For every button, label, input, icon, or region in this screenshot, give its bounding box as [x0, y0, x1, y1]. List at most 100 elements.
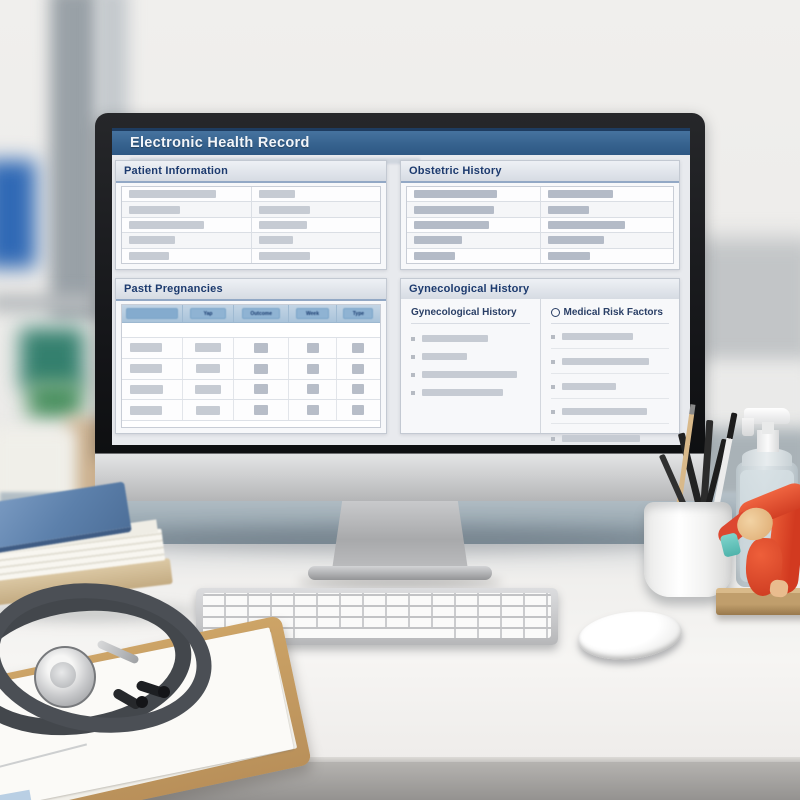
column-header-chip: Yap: [190, 308, 226, 319]
pregnancy-cell: [122, 358, 183, 379]
redacted-value: [547, 251, 591, 260]
redacted-value: [130, 384, 164, 394]
redacted-value: [306, 405, 319, 416]
redacted-value: [258, 236, 293, 245]
gyn-item-list: [411, 335, 530, 396]
redacted-value: [130, 364, 163, 374]
stethoscope-eartip: [158, 686, 170, 698]
table-body: [122, 338, 380, 421]
stethoscope-eartip: [136, 696, 148, 708]
redacted-value: [547, 205, 589, 214]
record-row: [122, 217, 381, 234]
pregnancy-cell: [183, 379, 235, 400]
record-row: [407, 187, 673, 203]
redacted-value: [129, 236, 176, 245]
book-stack-shadow: [0, 605, 200, 621]
redacted-value: [561, 435, 640, 442]
record-cell: [122, 202, 252, 217]
column-header-chip: [125, 308, 179, 319]
redacted-value: [258, 251, 310, 260]
pregnancy-cell: [234, 400, 290, 420]
redacted-value: [414, 190, 497, 199]
list-item: [411, 353, 530, 360]
column-header: Yap: [183, 305, 235, 322]
pregnancy-row: [122, 338, 380, 359]
pregnancy-cell: [234, 358, 290, 379]
redacted-value: [195, 343, 221, 353]
panel-past-pregnancies: Pastt Pregnancies Yap Outcome Week Type: [115, 278, 387, 434]
record-cell: [252, 233, 381, 247]
record-cell: [541, 249, 674, 263]
monitor-stand-neck: [331, 498, 469, 574]
bullet-icon: [550, 359, 555, 364]
redacted-value: [254, 342, 269, 353]
panel-header: Patient Information: [116, 161, 386, 183]
spacebar-key: [306, 629, 446, 638]
redacted-value: [258, 221, 308, 230]
record-cell: [252, 218, 381, 232]
pregnancy-cell: [337, 338, 380, 358]
record-cell: [541, 202, 674, 216]
bullet-icon: [550, 384, 555, 389]
redacted-value: [561, 408, 647, 415]
background-shelf-blur: [50, 0, 100, 318]
column-header: Week: [289, 305, 337, 322]
record-cell: [122, 217, 252, 233]
redacted-value: [561, 358, 650, 365]
app-title: Electronic Health Record: [130, 135, 310, 151]
background-teal-bottle-blur: [20, 328, 84, 388]
panel-title: Gynecological History: [409, 283, 530, 295]
background-right-shelf-blur: [692, 238, 800, 373]
sanitizer-pump-stem: [762, 422, 774, 434]
pregnancy-cell: [234, 379, 290, 400]
column-header: Type: [337, 305, 380, 322]
redacted-value: [129, 205, 181, 214]
redacted-value: [129, 221, 205, 230]
redacted-value: [129, 190, 217, 199]
panel-obstetric-history: Obstetric History: [400, 160, 680, 270]
pregnancy-cell: [183, 358, 235, 379]
gynecological-history-body: Gynecological History Medical Risk Facto…: [401, 299, 679, 442]
redacted-value: [547, 236, 604, 245]
record-row: [407, 202, 674, 218]
handwriting: [0, 743, 88, 768]
pregnancy-row: [122, 400, 380, 421]
column-header: Outcome: [234, 305, 290, 322]
stand-shadow: [298, 577, 502, 587]
record-cell: [407, 248, 541, 264]
list-item: [550, 383, 669, 399]
pregnancy-cell: [337, 359, 380, 379]
panel-title: Obstetric History: [409, 165, 502, 177]
redacted-value: [254, 363, 269, 374]
subsection-title: Medical Risk Factors: [563, 307, 663, 318]
pregnancy-cell: [289, 338, 337, 358]
redacted-value: [414, 205, 495, 214]
pregnancy-cell: [234, 338, 290, 358]
redacted-value: [254, 405, 269, 416]
redacted-value: [195, 405, 221, 415]
sanitizer-shoulder: [742, 448, 792, 466]
record-row: [122, 233, 381, 249]
table-footer-row: [122, 421, 380, 427]
redacted-value: [414, 236, 462, 245]
sanitizer-pump-head: [744, 408, 790, 424]
record-row: [122, 202, 380, 218]
list-item: [550, 408, 669, 424]
column-header-chip: Outcome: [242, 308, 281, 319]
pregnancy-cell: [289, 400, 337, 420]
monitor-stand-base: [308, 566, 492, 580]
bullet-icon: [550, 334, 555, 339]
sanitizer-neck: [757, 430, 779, 452]
panel-title: Patient Information: [124, 165, 229, 177]
redacted-value: [414, 221, 490, 230]
pregnancy-cell: [337, 400, 380, 420]
record-cell: [541, 233, 674, 247]
ehr-application-screen: Electronic Health Record Patient Informa…: [112, 128, 690, 445]
bullet-icon: [411, 372, 415, 377]
redacted-value: [130, 343, 163, 353]
pregnancy-cell: [122, 338, 183, 358]
redacted-value: [258, 205, 310, 214]
redacted-value: [422, 389, 503, 396]
column-header-chip: Week: [296, 308, 329, 319]
record-row: [122, 187, 380, 203]
